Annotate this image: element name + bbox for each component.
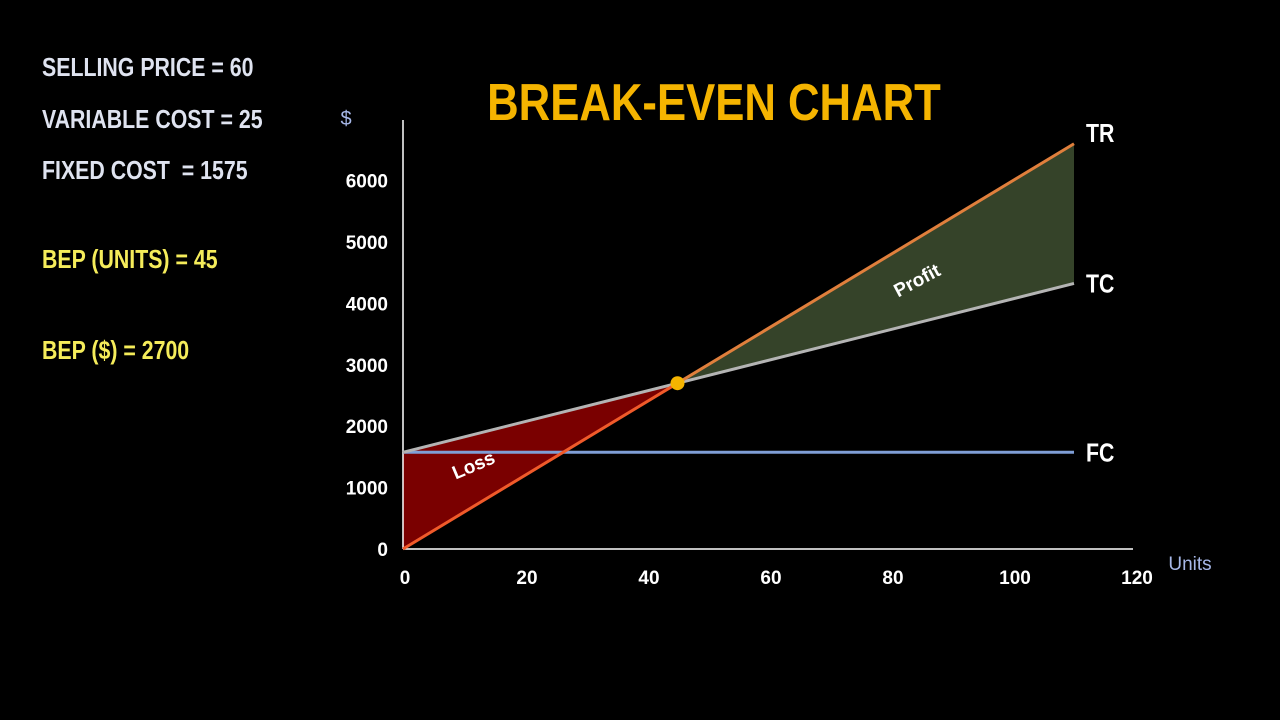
x-axis-label: Units xyxy=(1168,554,1211,575)
tr-line xyxy=(676,142,1075,385)
x-tick-label: 0 xyxy=(400,568,411,589)
y-axis-label: $ xyxy=(340,108,351,130)
y-tick-label: 3000 xyxy=(346,356,388,377)
y-tick-label: 5000 xyxy=(346,233,388,254)
series-label-tr: TR xyxy=(1086,119,1114,149)
fixed-cost-text: FIXED COST = 1575 xyxy=(42,155,248,185)
series-label-fc: FC xyxy=(1086,438,1114,468)
tr-line-loss-segment xyxy=(402,381,679,551)
y-tick-label: 0 xyxy=(377,540,388,561)
x-tick-label: 80 xyxy=(882,568,903,589)
break-even-point xyxy=(670,376,685,391)
series-label-tc: TC xyxy=(1086,269,1114,299)
x-tick-label: 120 xyxy=(1121,568,1153,589)
x-tick-label: 20 xyxy=(516,568,537,589)
chart-title: BREAK-EVEN CHART xyxy=(487,75,941,132)
x-tick-label: 60 xyxy=(760,568,781,589)
y-tick-label: 4000 xyxy=(346,294,388,315)
bep-units-text: BEP (UNITS) = 45 xyxy=(42,244,218,274)
tc-line xyxy=(402,281,1075,454)
bep-dollars-text: BEP ($) = 2700 xyxy=(42,335,190,365)
y-tick-label: 1000 xyxy=(346,479,388,500)
variable-cost-text: VARIABLE COST = 25 xyxy=(42,104,263,134)
selling-price-text: SELLING PRICE = 60 xyxy=(42,52,254,82)
x-tick-label: 40 xyxy=(638,568,659,589)
y-tick-label: 6000 xyxy=(346,172,388,193)
x-tick-label: 100 xyxy=(999,568,1031,589)
y-tick-label: 2000 xyxy=(346,417,388,438)
